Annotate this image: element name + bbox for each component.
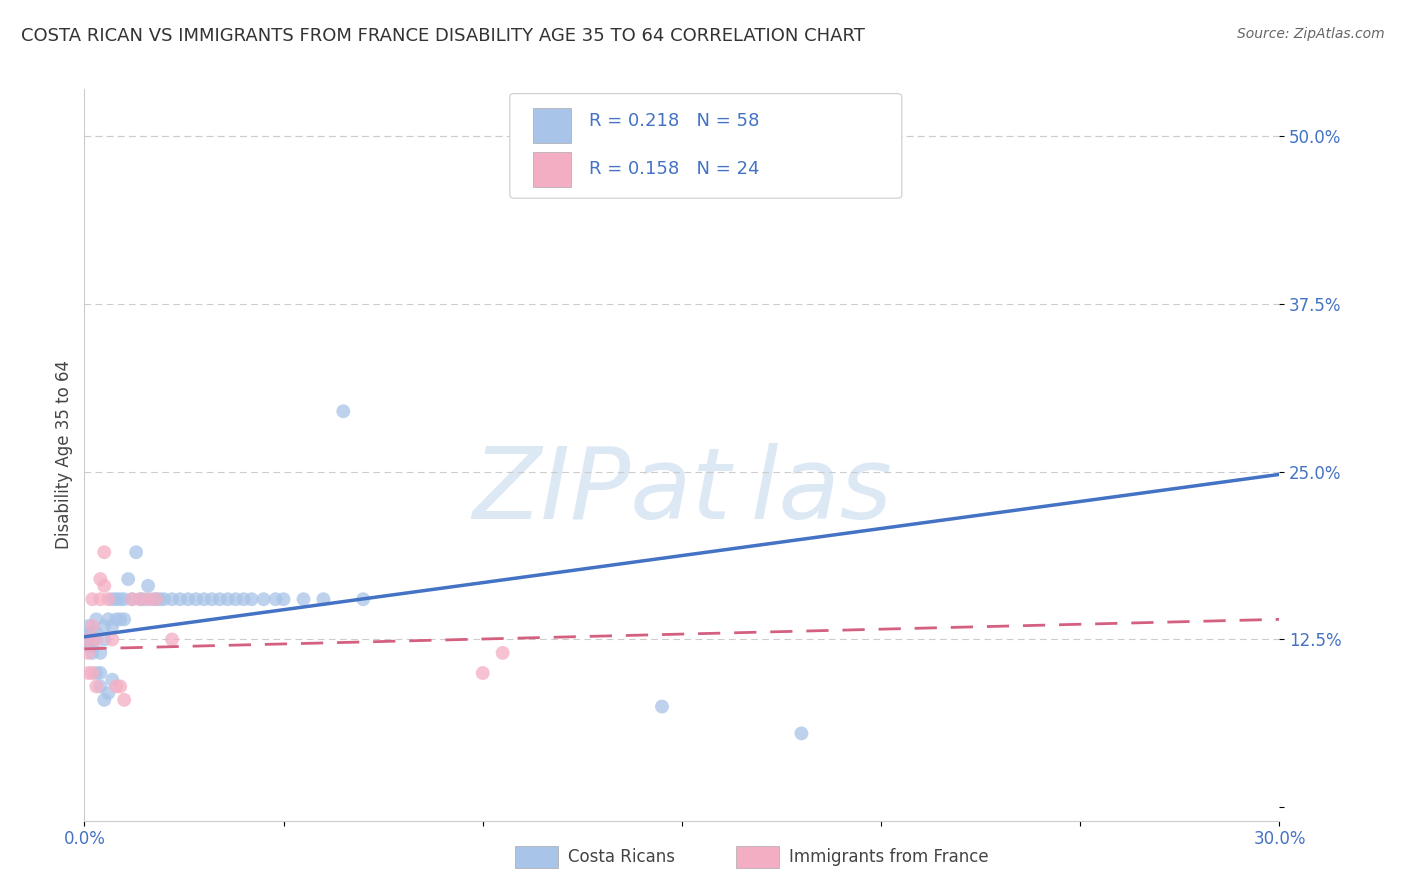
Point xyxy=(77,625,100,640)
Point xyxy=(93,579,115,593)
Point xyxy=(89,680,111,694)
Point xyxy=(97,686,120,700)
Point xyxy=(184,592,207,607)
Point xyxy=(86,625,108,640)
Point xyxy=(105,592,128,607)
Point xyxy=(208,592,231,607)
Point xyxy=(89,646,111,660)
Point xyxy=(82,592,104,607)
Point xyxy=(110,612,132,626)
Text: ZIPat las: ZIPat las xyxy=(472,443,891,540)
Point xyxy=(129,592,152,607)
Point xyxy=(141,592,163,607)
Point xyxy=(89,592,111,607)
Point xyxy=(136,579,159,593)
Point xyxy=(82,665,104,680)
Point xyxy=(121,592,143,607)
Point xyxy=(201,592,224,607)
Point xyxy=(471,665,494,680)
Text: Costa Ricans: Costa Ricans xyxy=(568,848,675,866)
Point xyxy=(93,545,115,559)
Point xyxy=(82,646,104,660)
Point xyxy=(86,612,108,626)
Point xyxy=(145,592,167,607)
Point xyxy=(312,592,335,607)
Point xyxy=(492,646,515,660)
Point xyxy=(105,612,128,626)
Point xyxy=(264,592,287,607)
Point xyxy=(129,592,152,607)
Point xyxy=(332,404,354,418)
Point xyxy=(217,592,239,607)
Point xyxy=(125,545,148,559)
Point xyxy=(101,619,124,633)
Point xyxy=(225,592,247,607)
Point xyxy=(193,592,215,607)
Point xyxy=(86,680,108,694)
Point xyxy=(153,592,176,607)
Point xyxy=(160,592,183,607)
Point xyxy=(352,592,374,607)
Point xyxy=(253,592,276,607)
Point xyxy=(149,592,172,607)
Point xyxy=(292,592,315,607)
Point xyxy=(145,592,167,607)
Text: Immigrants from France: Immigrants from France xyxy=(790,848,988,866)
Point xyxy=(101,592,124,607)
Point xyxy=(177,592,200,607)
Point xyxy=(101,632,124,647)
Point xyxy=(93,632,115,647)
Bar xyxy=(735,847,779,868)
Point xyxy=(97,592,120,607)
Bar xyxy=(533,153,571,187)
Point xyxy=(86,632,108,647)
Point xyxy=(117,572,139,586)
Point xyxy=(232,592,254,607)
Point xyxy=(132,592,156,607)
Point xyxy=(89,665,111,680)
Point xyxy=(160,632,183,647)
Point xyxy=(82,619,104,633)
Point xyxy=(93,693,115,707)
Point xyxy=(136,592,159,607)
Point xyxy=(110,680,132,694)
Point xyxy=(82,639,104,653)
Point xyxy=(105,680,128,694)
Point xyxy=(77,665,100,680)
Point xyxy=(97,612,120,626)
Point xyxy=(82,632,104,647)
Point xyxy=(86,665,108,680)
Bar xyxy=(533,108,571,143)
Point xyxy=(112,592,135,607)
Point xyxy=(77,639,100,653)
Point xyxy=(790,726,813,740)
Point xyxy=(77,619,100,633)
Point xyxy=(121,592,143,607)
Point xyxy=(240,592,263,607)
Point xyxy=(77,632,100,647)
Bar xyxy=(515,847,558,868)
Text: COSTA RICAN VS IMMIGRANTS FROM FRANCE DISABILITY AGE 35 TO 64 CORRELATION CHART: COSTA RICAN VS IMMIGRANTS FROM FRANCE DI… xyxy=(21,27,865,45)
Point xyxy=(89,572,111,586)
Point xyxy=(93,619,115,633)
Point xyxy=(112,693,135,707)
Point xyxy=(273,592,295,607)
Point xyxy=(77,646,100,660)
Point xyxy=(101,673,124,687)
Point xyxy=(169,592,191,607)
Point xyxy=(110,592,132,607)
Point xyxy=(112,612,135,626)
Point xyxy=(77,632,100,647)
FancyBboxPatch shape xyxy=(510,94,901,198)
Point xyxy=(651,699,673,714)
Point xyxy=(82,625,104,640)
Y-axis label: Disability Age 35 to 64: Disability Age 35 to 64 xyxy=(55,360,73,549)
Text: Source: ZipAtlas.com: Source: ZipAtlas.com xyxy=(1237,27,1385,41)
Text: R = 0.158   N = 24: R = 0.158 N = 24 xyxy=(589,160,759,178)
Text: R = 0.218   N = 58: R = 0.218 N = 58 xyxy=(589,112,759,130)
